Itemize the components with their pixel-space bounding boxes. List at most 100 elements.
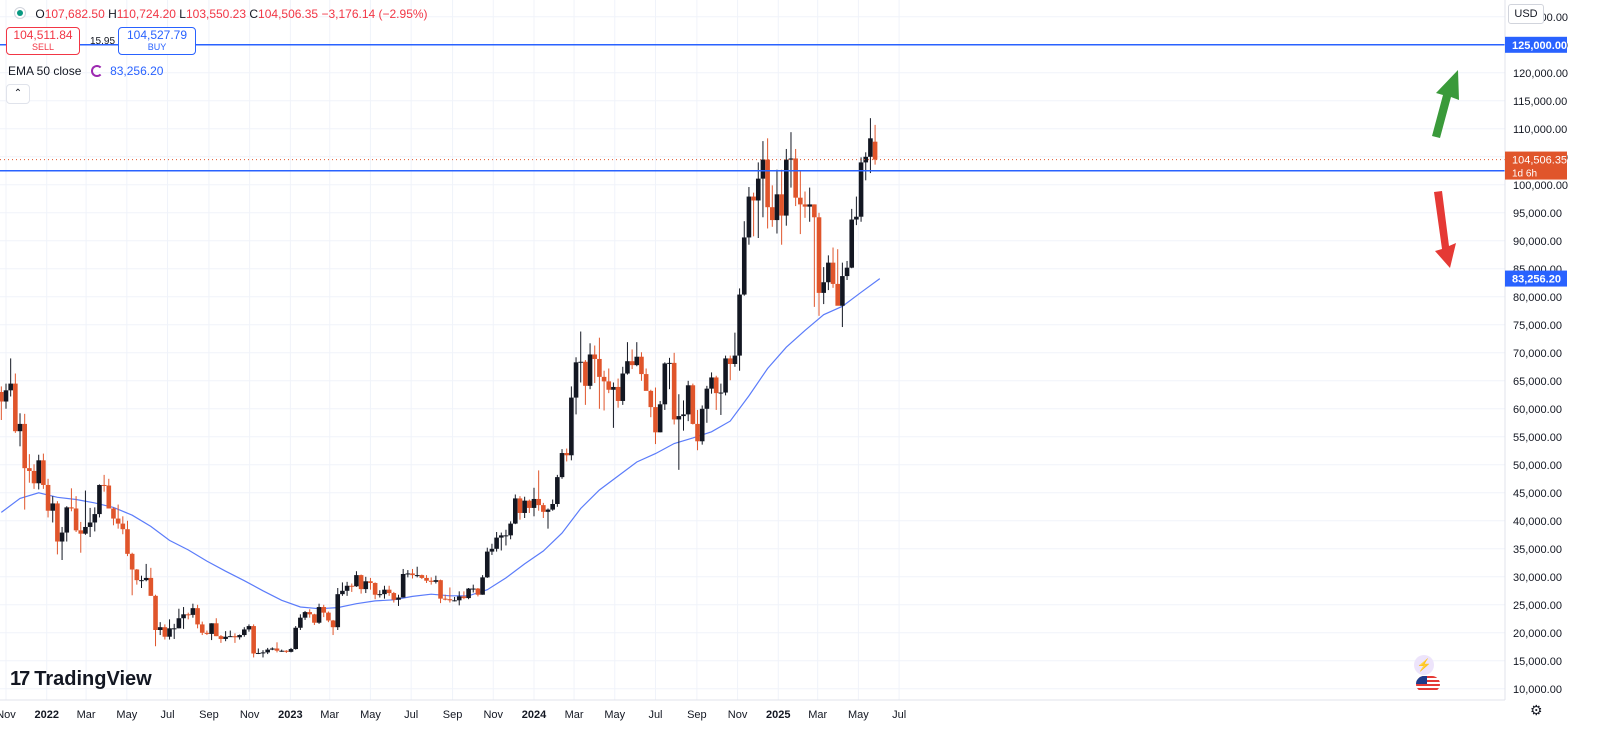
candle-body (713, 377, 719, 394)
chart-grid (0, 0, 1505, 700)
candle-body (601, 376, 607, 382)
candle-body (522, 500, 527, 513)
candle (101, 474, 107, 492)
candle (681, 400, 686, 431)
candle (50, 496, 56, 523)
candle-body (536, 498, 541, 506)
candle-body (227, 636, 233, 638)
buy-price: 104,527.79 (126, 28, 188, 42)
x-tick-label: Mar (808, 709, 827, 721)
ema-price-label: 83,256.20 (1512, 274, 1561, 286)
candle-body (386, 589, 392, 594)
candle-body (751, 196, 756, 201)
candle (508, 521, 513, 540)
candle-body (410, 573, 415, 576)
price-axis[interactable]: 10,000.00 15,000.00 20,000.00 25,000.00 30,0… (1504, 0, 1568, 700)
candle-body (167, 628, 172, 637)
bolt-icon[interactable]: ⚡ (1414, 655, 1434, 675)
candlestick-series (0, 118, 878, 658)
x-tick-label: Nov (728, 709, 748, 721)
candle (31, 464, 37, 489)
candle-body (419, 575, 425, 578)
candle (358, 574, 364, 594)
candle (241, 627, 247, 637)
candle-body (709, 377, 714, 389)
candle (583, 360, 588, 405)
candle-body (377, 594, 383, 596)
horizontal-levels[interactable] (0, 44, 1505, 172)
settings-icon[interactable]: ⚙ (1530, 702, 1543, 718)
candle (746, 187, 752, 245)
candle (218, 635, 224, 643)
market-status-icon (14, 7, 26, 19)
candle (139, 575, 144, 588)
candle (755, 162, 761, 238)
candle (854, 196, 859, 226)
candle-body (578, 361, 584, 363)
candle (592, 345, 598, 384)
candle (765, 138, 770, 229)
candle (0, 386, 4, 420)
candle (769, 185, 775, 227)
candle (237, 634, 242, 640)
candle-body (8, 383, 13, 391)
candle-body (284, 650, 289, 652)
candle-body (260, 652, 266, 654)
candle-body (41, 460, 46, 485)
candle-body (204, 632, 210, 634)
candle-body (634, 356, 640, 366)
tradingview-logo[interactable]: 17 TradingView (10, 668, 152, 691)
candle (349, 583, 355, 592)
candle-body (218, 636, 224, 639)
candle-body (755, 178, 761, 201)
candle (456, 591, 462, 606)
candle-body (59, 532, 65, 542)
candle-body (143, 577, 149, 581)
x-tick-label: 2025 (766, 709, 790, 721)
candle (704, 385, 710, 423)
candle-body (606, 381, 612, 390)
candle-body (643, 374, 649, 391)
candle-body (662, 363, 668, 405)
candle-body (545, 509, 551, 512)
candle-body (597, 358, 602, 377)
candle-body (223, 636, 228, 639)
candle (115, 504, 121, 529)
candle (120, 516, 126, 535)
candle (8, 358, 13, 397)
ema-indicator-legend[interactable]: EMA 50 close 83,256.20 (8, 63, 163, 78)
sell-button[interactable]: 104,511.84 SELL (6, 27, 80, 55)
us-flag-icon[interactable] (1416, 676, 1440, 692)
candle-body (414, 575, 420, 577)
candle (209, 623, 214, 641)
time-axis[interactable]: Nov 2022 Mar May Jul Sep Nov 2023 Mar May Jul Sep No… (0, 699, 1505, 721)
candle-body (868, 138, 873, 157)
candle-body (115, 518, 121, 524)
x-tick-label: Jul (648, 709, 662, 721)
candle (774, 169, 780, 234)
cycle-icon[interactable] (90, 65, 103, 77)
candle-body (737, 294, 742, 356)
candle-body (527, 500, 532, 508)
candle (386, 585, 392, 596)
candle (597, 337, 602, 409)
candle (615, 378, 621, 408)
candle-body (704, 388, 710, 409)
low-label: L (179, 7, 186, 21)
candle (559, 449, 565, 479)
x-tick-label: 2024 (522, 709, 547, 721)
candle-body (653, 407, 658, 433)
candle-body (798, 197, 803, 205)
candle (125, 520, 130, 557)
buy-button[interactable]: 104,527.79 BUY (118, 27, 196, 55)
close-value: 104,506.35 (258, 7, 319, 21)
candle-body (648, 390, 654, 408)
collapse-legend-button[interactable]: ⌃ (6, 84, 30, 104)
candle-body (73, 508, 79, 531)
y-tick-label: 25,000.00 (1513, 600, 1562, 612)
candle-body (625, 361, 630, 374)
currency-selector[interactable]: USD (1508, 4, 1544, 24)
candle-body (484, 551, 490, 578)
candle-body (550, 504, 555, 510)
